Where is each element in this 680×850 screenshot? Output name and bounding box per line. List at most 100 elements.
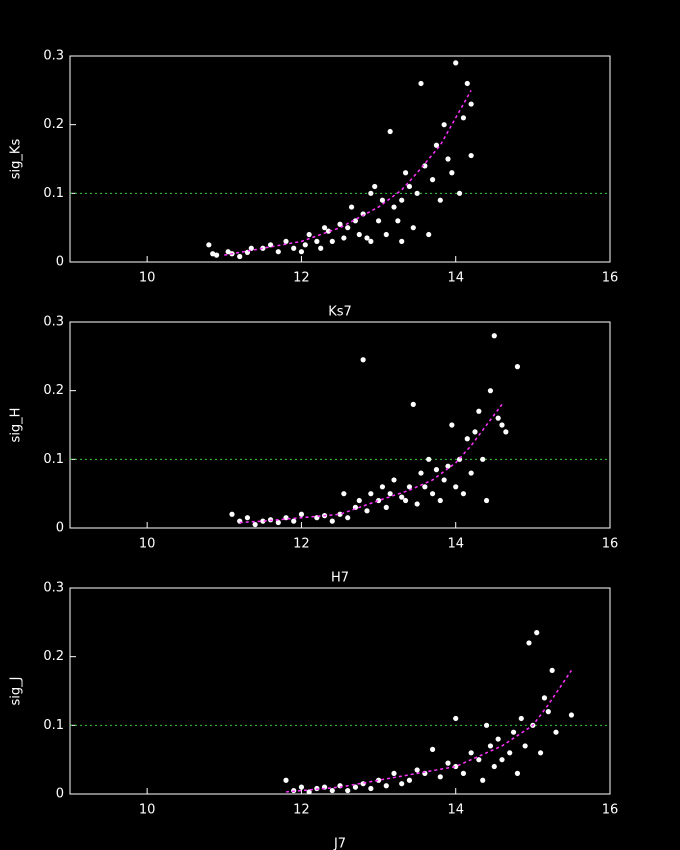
data-point [499, 422, 505, 428]
data-point [507, 750, 513, 756]
data-point [348, 204, 355, 210]
data-point [291, 245, 297, 251]
data-point [364, 235, 370, 241]
data-point [406, 183, 413, 190]
data-point [460, 491, 467, 497]
data-point [298, 784, 305, 790]
data-point [483, 497, 490, 504]
data-point [549, 667, 555, 674]
data-point [206, 242, 212, 248]
data-point [526, 640, 532, 646]
data-point [368, 190, 374, 196]
data-point [514, 770, 521, 777]
data-point [260, 245, 266, 251]
data-point [352, 784, 359, 790]
data-point [453, 484, 459, 490]
fit-curve [239, 403, 503, 524]
y-tick-label: 0.1 [43, 186, 64, 201]
data-point [399, 494, 405, 500]
y-tick-label: 0.2 [43, 649, 64, 664]
data-point [372, 183, 378, 190]
data-point [429, 491, 436, 497]
data-point [449, 170, 455, 176]
data-point [410, 401, 416, 407]
data-point [325, 228, 332, 234]
data-point [337, 511, 343, 517]
data-point [391, 770, 397, 777]
y-axis-label: sig_J [9, 677, 24, 706]
y-tick-label: 0.3 [43, 49, 64, 64]
data-point [291, 518, 297, 524]
x-tick-label: 12 [293, 537, 310, 552]
data-point [399, 238, 405, 244]
data-point [453, 60, 459, 66]
data-point [391, 204, 397, 210]
data-point [460, 770, 467, 777]
data-point [537, 750, 544, 756]
data-point [402, 497, 409, 504]
data-point [429, 177, 436, 183]
data-point [480, 777, 486, 783]
data-point [298, 511, 305, 517]
data-point [406, 484, 413, 490]
fit-curve [285, 669, 573, 793]
data-point [368, 785, 374, 792]
data-point [437, 197, 443, 203]
data-point [337, 221, 343, 227]
data-point [426, 456, 432, 462]
x-axis-label: Ks7 [328, 305, 352, 320]
x-tick-label: 14 [447, 271, 464, 286]
data-point [406, 777, 413, 783]
data-point [453, 763, 459, 770]
data-point [283, 515, 289, 521]
data-point [356, 497, 362, 504]
data-point [445, 463, 451, 469]
data-point [375, 218, 382, 224]
data-point [356, 231, 362, 238]
data-point [541, 695, 548, 701]
data-point [275, 249, 281, 255]
data-point [422, 163, 428, 169]
data-point [352, 218, 359, 224]
data-point [487, 743, 494, 749]
data-point [368, 491, 374, 497]
data-point [514, 364, 521, 370]
data-point [476, 757, 482, 763]
data-point [445, 156, 451, 162]
x-tick-label: 14 [447, 537, 464, 552]
x-tick-label: 16 [602, 271, 619, 286]
plot-frame [69, 55, 611, 263]
data-point [275, 519, 281, 526]
x-tick-label: 16 [602, 537, 619, 552]
data-point [468, 152, 474, 159]
data-point [518, 715, 524, 722]
data-point [229, 511, 235, 517]
data-point [345, 515, 351, 521]
x-tick-label: 10 [139, 537, 156, 552]
data-point [534, 630, 540, 636]
x-tick-label: 16 [602, 803, 619, 818]
data-point [329, 518, 335, 524]
x-axis-label: H7 [331, 571, 349, 586]
data-point [329, 787, 335, 794]
data-point [360, 357, 366, 363]
data-point [491, 763, 497, 770]
x-tick-label: 10 [139, 271, 156, 286]
y-tick-label: 0.3 [43, 581, 64, 596]
data-point [383, 231, 389, 238]
data-point [437, 774, 443, 780]
data-point [213, 252, 220, 258]
data-point [503, 429, 509, 435]
data-point [383, 504, 389, 510]
data-point [391, 477, 397, 483]
data-point [306, 231, 312, 238]
data-point [306, 789, 312, 795]
data-point [375, 777, 382, 783]
data-point [237, 253, 243, 260]
data-point [441, 477, 447, 483]
data-point [433, 142, 440, 148]
data-point [472, 429, 478, 435]
data-point [383, 783, 389, 789]
